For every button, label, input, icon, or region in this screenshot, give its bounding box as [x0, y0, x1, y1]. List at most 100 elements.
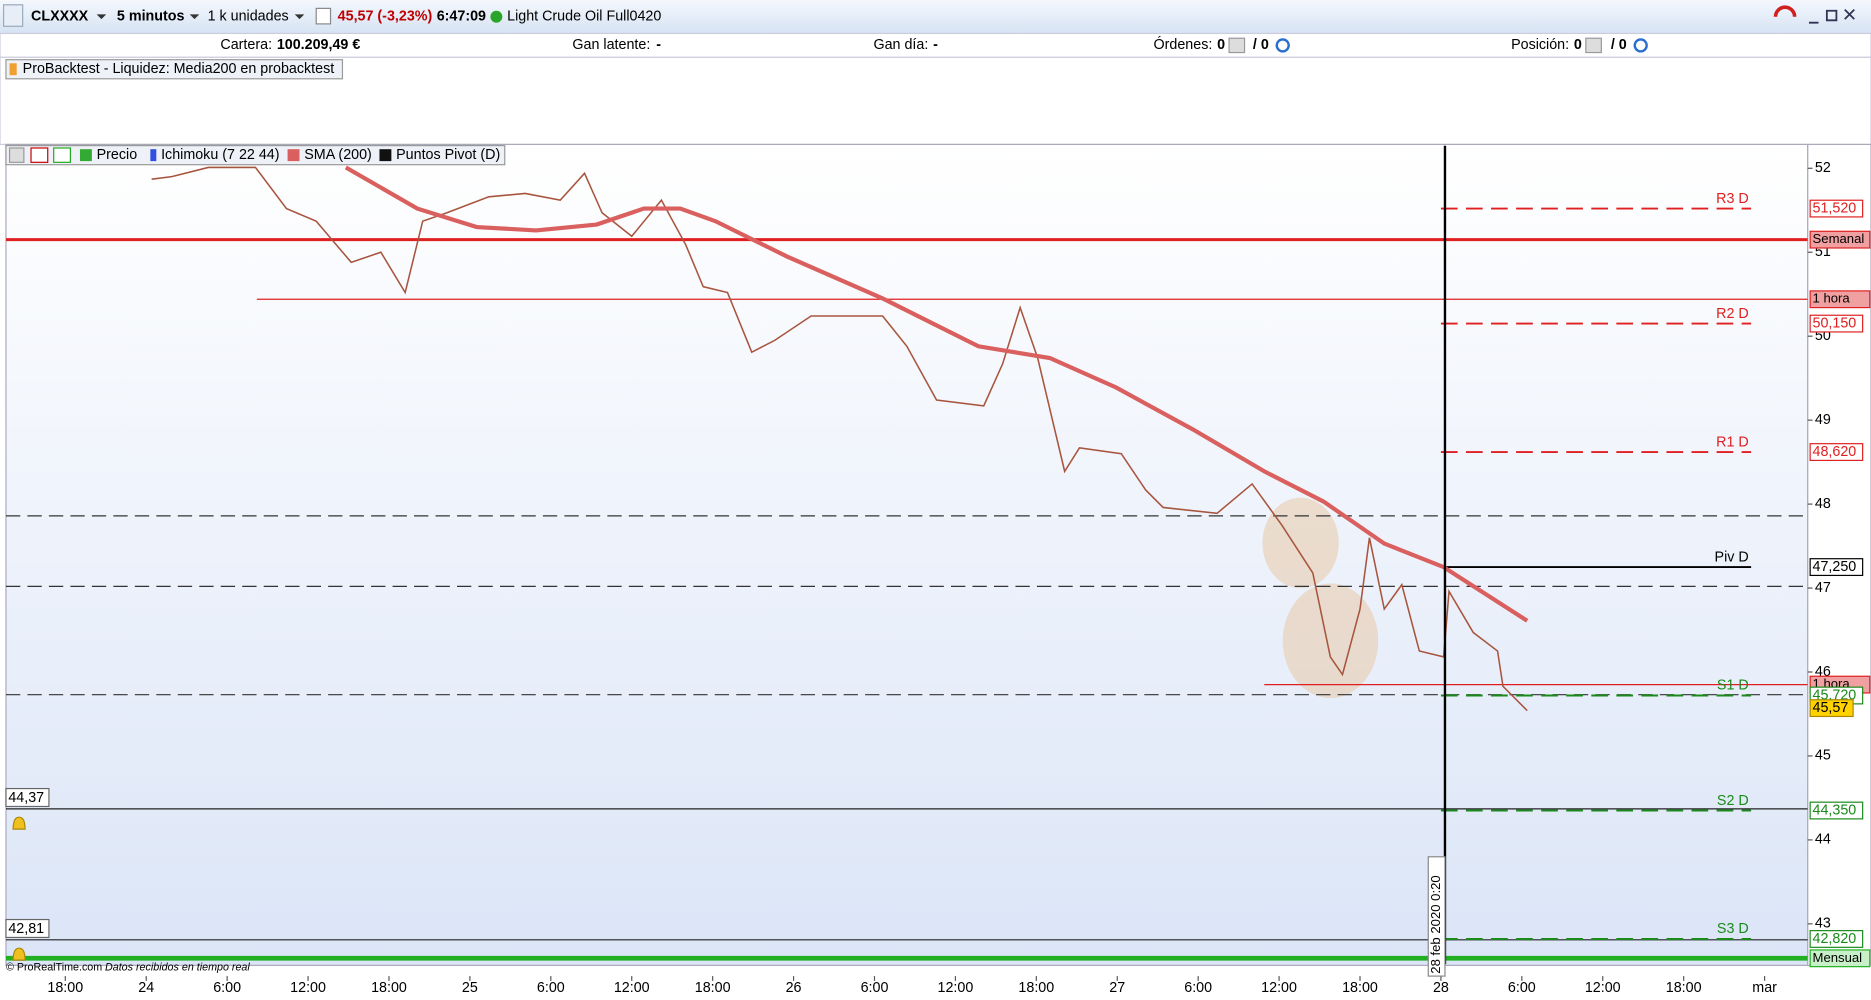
toolbar — [0, 0, 1871, 34]
gear[interactable] — [1633, 38, 1648, 53]
series-line — [151, 166, 1528, 712]
pivot-tag — [1809, 443, 1864, 461]
footer-copyright: © ProRealTime.com — [6, 962, 102, 974]
timeframe[interactable]: 5 minutos — [117, 9, 185, 25]
highlight — [1262, 497, 1339, 589]
quantity[interactable]: 1 k unidades — [208, 9, 289, 25]
gear[interactable] — [1275, 38, 1290, 53]
y-tick-label: 49 — [1815, 412, 1831, 428]
highlight — [1282, 583, 1379, 699]
sync-icon[interactable] — [1773, 5, 1797, 17]
alert-label: 44,37 — [8, 790, 44, 806]
last-price-tag — [1809, 699, 1854, 718]
footer-status: Datos recibidos en tiempo real — [105, 962, 250, 974]
value: 100.209,49 € — [277, 37, 361, 53]
clock: 6:47:09 — [437, 9, 486, 25]
alert-bell — [12, 816, 26, 830]
pivot-tag — [1809, 930, 1864, 948]
value: 0 — [1574, 37, 1582, 53]
pivot-name: S1 D — [1717, 678, 1749, 694]
alert-bell — [12, 947, 26, 961]
icon[interactable] — [1228, 37, 1246, 54]
level-tag — [1809, 230, 1871, 249]
pivot-value: 48,620 — [1813, 444, 1857, 460]
y-tick-label: 43 — [1815, 916, 1831, 932]
x-tick-label: 26 — [786, 980, 802, 996]
status-dot — [490, 10, 503, 23]
pivot-name: S2 D — [1717, 793, 1749, 809]
x-tick-label: 28 — [1433, 980, 1449, 996]
pivot-name: Piv D — [1715, 549, 1749, 565]
pivot-value: 50,150 — [1813, 315, 1857, 331]
x-tick-label: 12:00 — [614, 980, 650, 996]
legend-entry[interactable]: Precio — [97, 147, 138, 163]
x-tick-label: 24 — [138, 980, 154, 996]
x-tick-label: mar — [1752, 980, 1777, 996]
swatch — [9, 63, 17, 76]
dropdown-arrow — [96, 14, 107, 20]
info-icon[interactable] — [315, 7, 332, 25]
panel-title: ProBacktest - Liquidez: Media200 en prob… — [23, 61, 335, 77]
window-controls[interactable] — [1808, 8, 1855, 24]
swatch — [379, 149, 392, 162]
pivot-value: 42,820 — [1813, 931, 1857, 947]
level-tag — [1809, 949, 1871, 968]
price-change: 45,57 (-3,23%) — [338, 9, 433, 25]
cursor-tag — [1427, 856, 1446, 977]
label: Gan día: — [873, 37, 928, 53]
x-tick-label: 25 — [462, 980, 478, 996]
label: Órdenes: — [1154, 36, 1213, 53]
x-tick-label: 12:00 — [1585, 980, 1621, 996]
level-label: Mensual — [1813, 950, 1863, 965]
x-tick-label: 12:00 — [1261, 980, 1297, 996]
y-tick-label: 45 — [1815, 748, 1831, 764]
icon[interactable] — [1585, 37, 1602, 54]
legend-entry[interactable]: Puntos Pivot (D) — [396, 147, 500, 163]
pivot-name: R2 D — [1716, 306, 1749, 322]
alert-tag — [5, 787, 50, 808]
value: - — [933, 37, 938, 53]
x-tick-label: 18:00 — [1018, 980, 1054, 996]
dropdown-arrow — [189, 14, 200, 20]
plot: R3 D R2 D R1 D Piv D S1 D S2 D S3 D — [5, 145, 1808, 965]
pivot-value: 44,350 — [1813, 802, 1857, 818]
level-label: Semanal — [1813, 231, 1865, 246]
label: Posición: — [1511, 37, 1569, 53]
legend-entry[interactable]: SMA (200) — [304, 147, 372, 163]
x-tick-label: 18:00 — [1666, 980, 1702, 996]
pivot-tag — [1809, 199, 1864, 218]
x-tick-label: 12:00 — [290, 980, 326, 996]
x-tick-label: 18:00 — [47, 980, 83, 996]
value: / 0 — [1253, 37, 1269, 53]
grip — [2, 4, 24, 27]
legend: Precio Ichimoku (7 22 44) SMA (200) Punt… — [5, 145, 506, 166]
icon[interactable] — [53, 147, 71, 163]
pivot-tag — [1809, 801, 1864, 820]
last-price: 45,57 — [1813, 700, 1849, 716]
label: Cartera: — [220, 37, 272, 53]
symbol[interactable]: CLXXXX — [31, 9, 89, 25]
value: / 0 — [1611, 37, 1627, 53]
legend-entry[interactable]: Ichimoku (7 22 44) — [161, 147, 279, 163]
dropdown-arrow — [294, 14, 305, 20]
x-tick-label: 12:00 — [938, 980, 974, 996]
swatch — [79, 149, 92, 162]
series-line — [344, 165, 1529, 623]
price-axis — [1807, 143, 1871, 966]
value: 0 — [1217, 37, 1225, 53]
swatch — [150, 149, 157, 162]
icon[interactable] — [8, 147, 25, 163]
x-tick-label: 18:00 — [371, 980, 407, 996]
instrument: Light Crude Oil Full0420 — [507, 9, 661, 25]
y-tick-label: 44 — [1815, 832, 1831, 848]
value: - — [656, 37, 661, 53]
y-tick-label: 52 — [1815, 160, 1831, 176]
x-tick-label: 6:00 — [1508, 980, 1536, 996]
swatch — [287, 149, 300, 162]
level-label: 1 hora — [1813, 291, 1851, 306]
x-tick-label: 6:00 — [861, 980, 889, 996]
pivot-value: 47,250 — [1813, 559, 1857, 575]
x-tick-label: 6:00 — [1184, 980, 1212, 996]
icon[interactable] — [30, 147, 49, 163]
